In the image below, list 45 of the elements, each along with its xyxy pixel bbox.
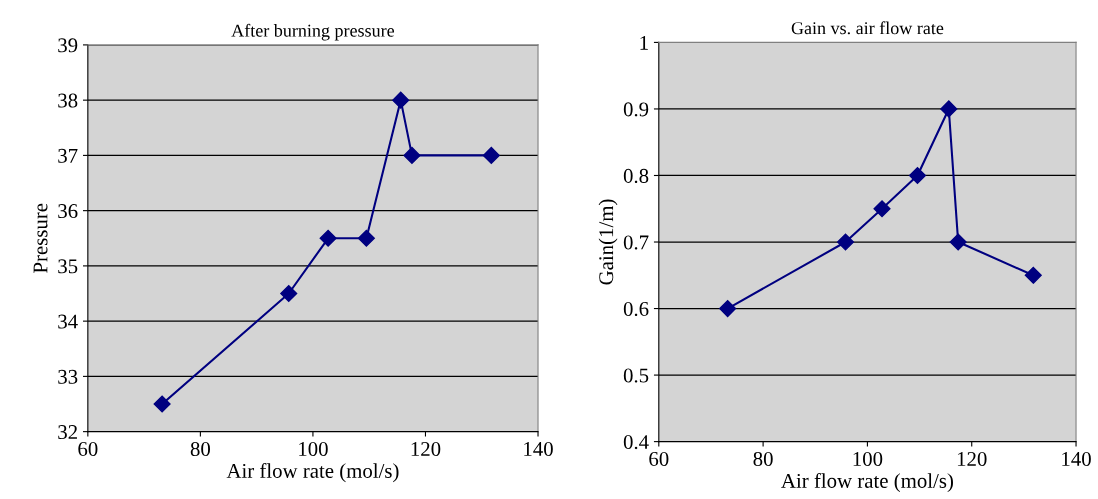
y-tick-label: 0.5 [623, 368, 649, 383]
point [357, 229, 375, 247]
point [908, 166, 927, 185]
point [482, 146, 500, 164]
chart-title: After burning pressure [231, 23, 395, 41]
x-tick-label: 120 [957, 451, 987, 466]
x-tick-label: 60 [649, 451, 669, 466]
y-tick-label: 38 [58, 93, 78, 108]
y-tick-label: 37 [58, 148, 78, 163]
x-tick-label: 60 [78, 441, 98, 457]
chart-title: Gain vs. air flow rate [791, 21, 944, 35]
y-tick-label: 33 [58, 369, 78, 384]
y-tick-label: 0.6 [623, 301, 649, 317]
point [949, 233, 967, 251]
point [403, 146, 421, 164]
y-tick-label: 0.8 [623, 168, 649, 184]
x-tick-label: 80 [753, 451, 773, 466]
point [873, 200, 891, 218]
point [319, 229, 337, 247]
y-tick-label: 36 [58, 204, 78, 219]
y-tick-label: 0.7 [623, 235, 649, 250]
point [392, 91, 410, 109]
x-axis-title: Air flow rate (mol/s) [226, 463, 399, 483]
y-tick-label: 0.9 [623, 102, 649, 117]
x-tick-label: 140 [1062, 451, 1091, 466]
y-axis-title: Pressure [33, 203, 48, 273]
point [940, 100, 958, 118]
x-tick-label: 100 [853, 451, 883, 466]
y-tick-label: 39 [58, 38, 78, 53]
y-axis-title: Gain(1/m) [598, 199, 618, 285]
y-tick-label: 35 [58, 259, 78, 274]
point [153, 395, 171, 413]
x-tick-label: 100 [299, 441, 328, 457]
point [719, 299, 737, 318]
x-axis-title: Air flow rate (mol/s) [781, 473, 953, 493]
y-tick-label: 1 [640, 35, 648, 50]
point [836, 233, 855, 251]
point [1024, 266, 1042, 284]
y-tick-label: 0.4 [623, 434, 649, 450]
y-tick-label: 34 [58, 314, 78, 329]
x-tick-label: 80 [190, 441, 211, 457]
y-tick-label: 32 [58, 425, 77, 440]
point [280, 284, 298, 303]
x-tick-label: 120 [411, 441, 441, 457]
x-tick-label: 140 [524, 441, 553, 457]
